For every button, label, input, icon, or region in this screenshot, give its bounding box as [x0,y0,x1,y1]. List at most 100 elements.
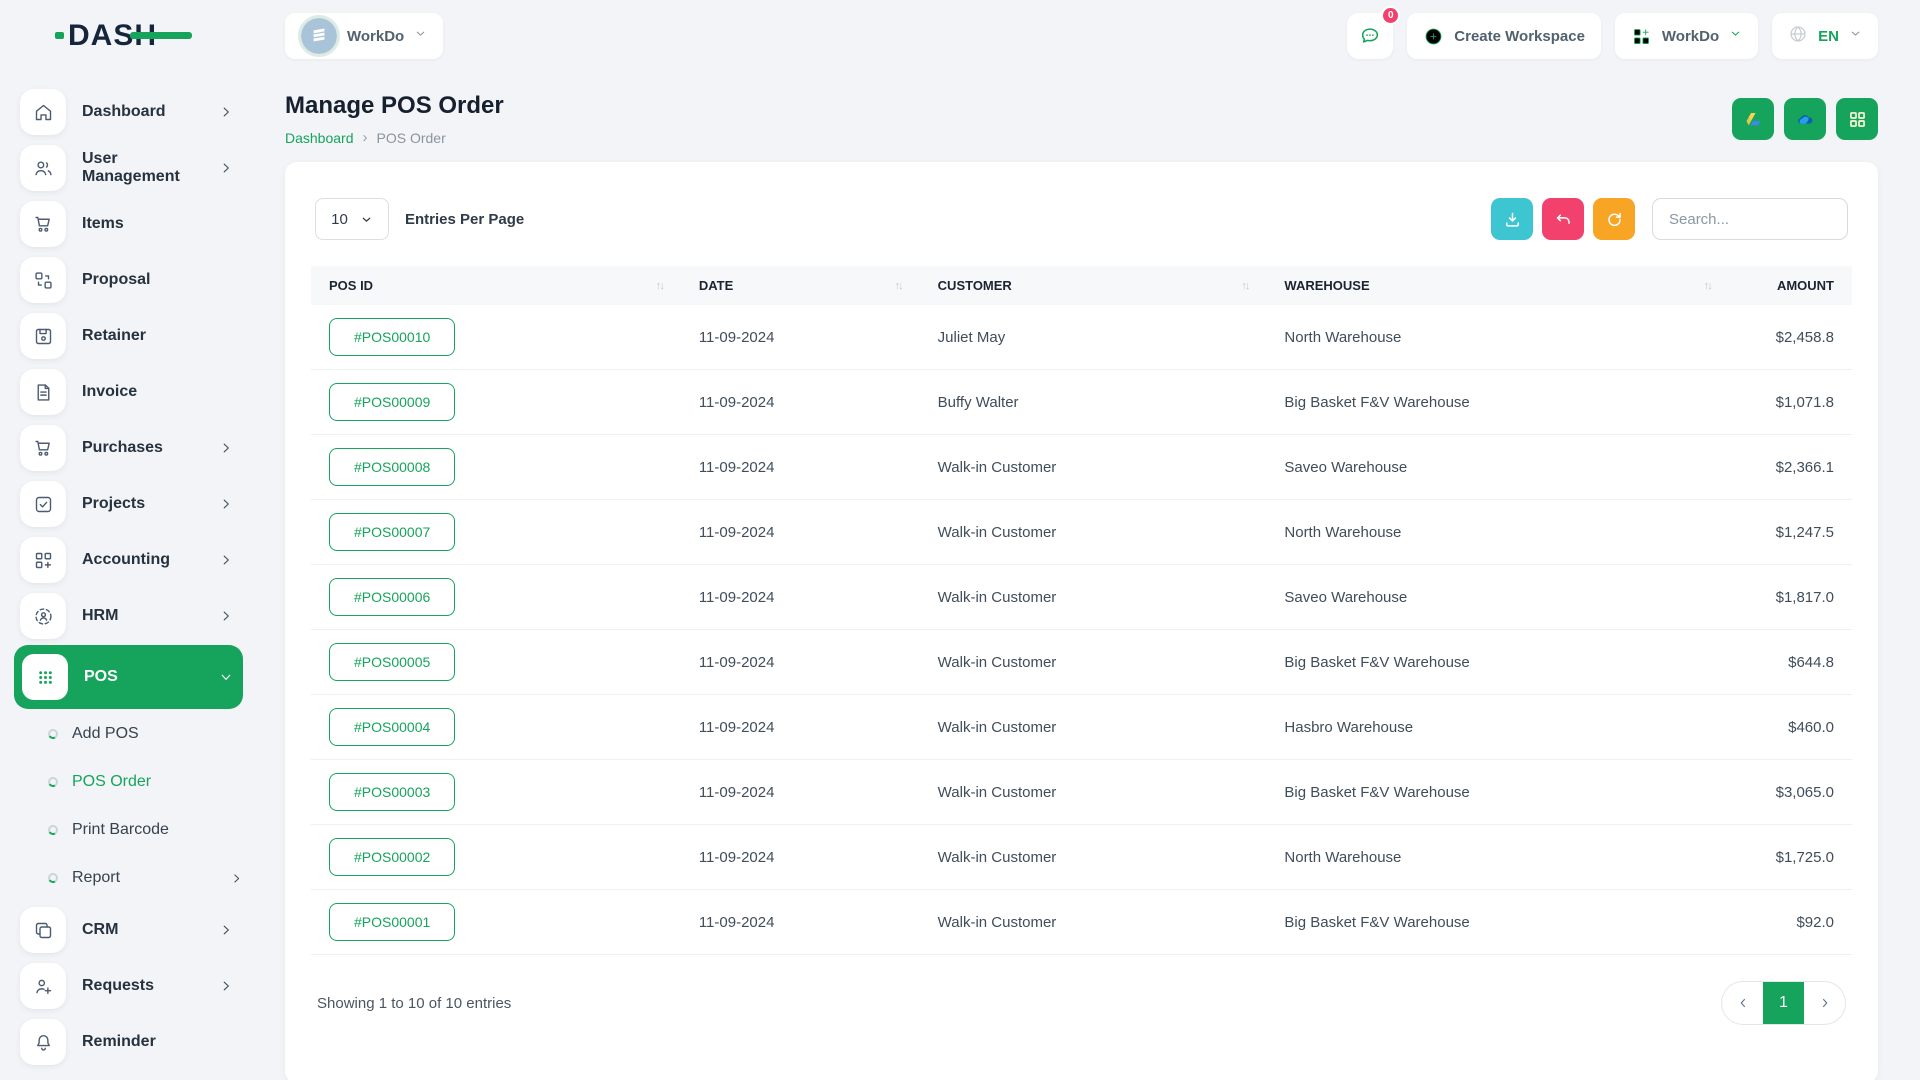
sidebar-item-pos[interactable]: POS [14,645,243,709]
sidebar-subitem-pos-order[interactable]: POS Order [14,758,243,806]
create-workspace-button[interactable]: Create Workspace [1407,13,1601,59]
chevron-right-icon [230,872,243,885]
messages-button[interactable]: 0 [1347,6,1401,59]
sidebar-nav: Dashboard User Management Items Proposal [0,84,257,1070]
chevron-down-icon [219,670,233,684]
file-text-icon [20,369,66,415]
sidebar-subitem-add-pos[interactable]: Add POS [14,710,243,758]
apps-workdo-dropdown[interactable]: WorkDo [1614,13,1759,59]
download-icon [1505,212,1519,227]
cell-warehouse: North Warehouse [1266,824,1729,890]
workspace-selector[interactable]: WorkDo [285,13,444,59]
cell-warehouse: North Warehouse [1266,499,1729,565]
pagination-next-button[interactable] [1804,982,1845,1024]
breadcrumb-dashboard-link[interactable]: Dashboard [285,129,354,146]
pos-id-button[interactable]: #POS00007 [329,513,456,551]
dash-logo[interactable]: DASH [55,16,192,56]
sort-icon: ↑↓ [655,279,665,292]
table-row: #POS00003 11-09-2024 Walk-in Customer Bi… [311,759,1852,825]
column-header-warehouse[interactable]: WAREHOUSE ↑↓ [1266,266,1729,305]
sidebar-item-invoice[interactable]: Invoice [14,364,243,420]
cell-date: 11-09-2024 [680,499,920,565]
bell-icon [20,1019,66,1065]
chevron-down-icon [414,27,427,45]
entries-per-page-select[interactable]: 10 [315,198,389,240]
cell-amount: $1,817.0 [1728,564,1852,630]
sidebar-item-purchases[interactable]: Purchases [14,420,243,476]
sidebar-item-hrm[interactable]: HRM [14,588,243,644]
chevron-right-icon [219,441,233,455]
grid-view-button[interactable] [1836,98,1878,140]
column-header-date[interactable]: DATE ↑↓ [680,266,920,305]
topbar: WorkDo 0 Create Workspace WorkDo EN [257,0,1920,72]
sidebar-subitem-report[interactable]: Report [14,854,243,902]
google-drive-button[interactable] [1732,98,1774,140]
sidebar-item-items[interactable]: Items [14,196,243,252]
pos-id-button[interactable]: #POS00008 [329,448,456,486]
plus-circle-icon [1425,28,1442,44]
cell-date: 11-09-2024 [680,889,920,955]
chevron-down-icon [362,217,371,222]
sidebar-item-accounting[interactable]: Accounting [14,532,243,588]
bullet-icon [46,727,60,741]
pos-id-button[interactable]: #POS00004 [329,708,456,746]
sort-icon: ↑↓ [1241,279,1250,292]
cell-customer: Walk-in Customer [919,694,1267,760]
onedrive-button[interactable] [1784,98,1826,140]
cell-amount: $1,247.5 [1728,499,1852,565]
logo-dash-icon [130,32,192,39]
search-input[interactable] [1652,198,1848,240]
chevron-right-icon [219,979,233,993]
cell-warehouse: Big Basket F&V Warehouse [1266,369,1729,435]
pos-id-button[interactable]: #POS00002 [329,838,456,876]
export-button[interactable] [1491,198,1533,240]
sidebar-item-projects[interactable]: Projects [14,476,243,532]
refresh-button[interactable] [1593,198,1635,240]
chevron-right-icon [219,497,233,511]
cell-warehouse: Big Basket F&V Warehouse [1266,889,1729,955]
cell-amount: $1,071.8 [1728,369,1852,435]
dots-grid-icon [22,654,68,700]
refresh-icon [1607,212,1621,226]
copy-icon [20,907,66,953]
sidebar-item-requests[interactable]: Requests [14,958,243,1014]
pagination-prev-button[interactable] [1722,982,1763,1024]
pos-id-button[interactable]: #POS00009 [329,383,456,421]
pos-id-button[interactable]: #POS00010 [329,318,456,356]
home-icon [20,89,66,135]
chevron-right-icon [219,161,233,175]
page-title: Manage POS Order [285,92,504,119]
pagination-page-1[interactable]: 1 [1763,982,1804,1024]
table-row: #POS00004 11-09-2024 Walk-in Customer Ha… [311,694,1852,760]
sidebar-subitem-print-barcode[interactable]: Print Barcode [14,806,243,854]
breadcrumb: Dashboard › POS Order [285,129,504,146]
cell-date: 11-09-2024 [680,305,920,370]
chevron-right-icon [219,609,233,623]
cell-amount: $1,725.0 [1728,824,1852,890]
sidebar-item-retainer[interactable]: Retainer [14,308,243,364]
chevron-right-icon [219,553,233,567]
table-header-row: POS ID ↑↓ DATE ↑↓ CUSTOMER ↑↓ WAREHOUSE ↑↓ A… [311,266,1852,305]
pos-id-button[interactable]: #POS00003 [329,773,456,811]
pagination: 1 [1721,981,1846,1025]
sidebar-item-proposal[interactable]: Proposal [14,252,243,308]
table-row: #POS00005 11-09-2024 Walk-in Customer Bi… [311,629,1852,695]
column-header-customer[interactable]: CUSTOMER ↑↓ [919,266,1267,305]
sidebar-item-dashboard[interactable]: Dashboard [14,84,243,140]
workspace-avatar [298,15,340,57]
users-icon [20,145,66,191]
column-header-pos-id[interactable]: POS ID ↑↓ [311,266,681,305]
pos-id-button[interactable]: #POS00005 [329,643,456,681]
language-dropdown[interactable]: EN [1772,13,1878,59]
pos-id-button[interactable]: #POS00006 [329,578,456,616]
reset-button[interactable] [1542,198,1584,240]
cell-date: 11-09-2024 [680,629,920,695]
cell-customer: Walk-in Customer [919,499,1267,565]
main-content: Manage POS Order Dashboard › POS Order [257,0,1920,1080]
sidebar-item-user-management[interactable]: User Management [14,140,243,196]
sidebar-item-reminder[interactable]: Reminder [14,1014,243,1070]
pos-id-button[interactable]: #POS00001 [329,903,456,941]
sidebar-item-crm[interactable]: CRM [14,902,243,958]
column-header-amount[interactable]: AMOUNT [1728,266,1852,305]
chevron-right-icon [219,923,233,937]
